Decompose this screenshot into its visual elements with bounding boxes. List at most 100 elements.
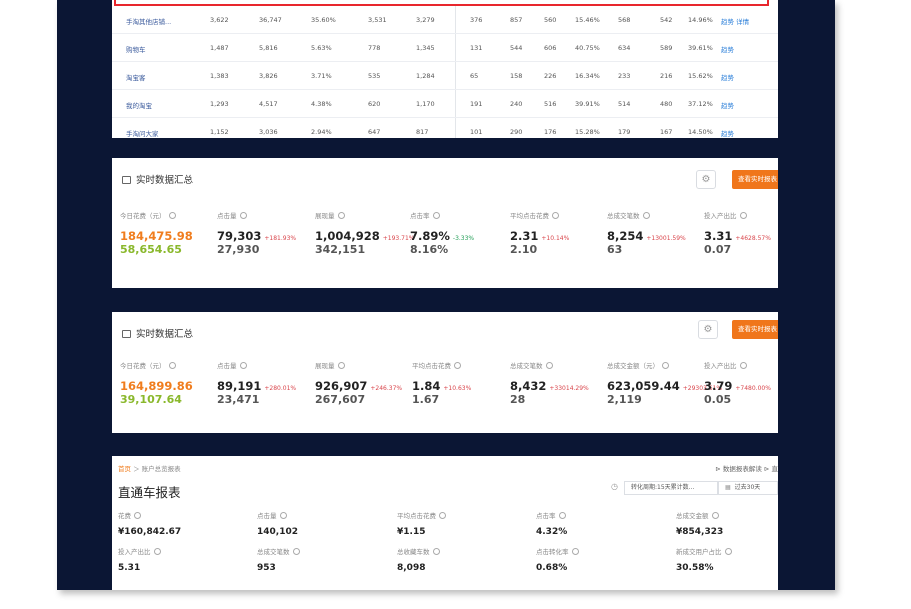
table-cell: 39.91% bbox=[575, 100, 600, 108]
info-icon[interactable] bbox=[239, 362, 247, 369]
info-icon[interactable] bbox=[292, 548, 300, 555]
info-icon[interactable] bbox=[739, 212, 747, 219]
info-icon[interactable] bbox=[558, 512, 566, 519]
source-name-link[interactable]: 购物车 bbox=[126, 46, 146, 54]
report-metric: 平均点击花费 ¥1.15 bbox=[397, 510, 527, 537]
traffic-source-table: 手淘其他店铺... 3,622 36,747 35.60% 3,531 3,279 376 8… bbox=[112, 0, 778, 138]
metric-previous-value: 28 bbox=[510, 393, 526, 406]
metric-change: +181.93% bbox=[264, 235, 297, 242]
settings-gear-icon[interactable]: ⚙ bbox=[698, 320, 718, 339]
info-icon[interactable] bbox=[439, 512, 446, 519]
report-metric-label: 点击率 bbox=[536, 510, 666, 520]
realtime-summary-card-1: 实时数据汇总 ⚙ 查看实时报表 今日花费（元） 184,475.98 58,654.… bbox=[112, 158, 778, 288]
metric-value: 2.31 +10.14% bbox=[510, 229, 570, 243]
info-icon[interactable] bbox=[337, 362, 345, 369]
metric-change: +13001.59% bbox=[646, 235, 686, 242]
info-icon[interactable] bbox=[571, 548, 579, 555]
metric-label: 今日花费（元） bbox=[120, 210, 176, 220]
table-cell: 1,152 bbox=[210, 128, 229, 136]
table-cell: 3,531 bbox=[368, 16, 387, 24]
metric-value: 1,004,928 +193.71% bbox=[315, 229, 415, 243]
metric-value: 8,254 +13001.59% bbox=[607, 229, 686, 243]
metric-previous-value: 0.05 bbox=[704, 393, 732, 406]
table-cell: 191 bbox=[470, 100, 483, 108]
info-icon[interactable] bbox=[711, 512, 719, 519]
report-metric-value: 953 bbox=[257, 563, 276, 573]
info-icon[interactable] bbox=[134, 512, 141, 519]
metric-label: 总成交笔数 bbox=[510, 360, 553, 370]
report-guide-links[interactable]: ⊳ 数据报表解读 ⊳ 直 bbox=[715, 465, 778, 473]
monitor-icon bbox=[122, 176, 131, 184]
table-cell: 40.75% bbox=[575, 44, 600, 52]
table-cell: 568 bbox=[618, 16, 631, 24]
metric-label: 展现量 bbox=[315, 210, 345, 220]
info-icon[interactable] bbox=[337, 212, 345, 219]
info-icon[interactable] bbox=[239, 212, 247, 219]
trend-link[interactable]: 趋势 bbox=[721, 130, 734, 138]
table-cell: 1,345 bbox=[416, 44, 435, 52]
date-range-select[interactable]: ▦ 过去30天 bbox=[718, 481, 778, 495]
table-cell: 14.96% bbox=[688, 16, 713, 24]
info-icon[interactable] bbox=[153, 548, 161, 555]
info-icon[interactable] bbox=[454, 362, 461, 369]
metric-value: 8,432 +33014.29% bbox=[510, 379, 589, 393]
source-name-link[interactable]: 淘宝客 bbox=[126, 74, 146, 82]
report-metric: 总成交金额 ¥854,323 bbox=[676, 510, 778, 537]
metric-label: 点击量 bbox=[217, 210, 247, 220]
trend-link[interactable]: 趋势 bbox=[721, 102, 734, 110]
metric-change: +280.01% bbox=[264, 385, 297, 392]
source-name-link[interactable]: 我的淘宝 bbox=[126, 102, 152, 110]
report-metric: 总成交笔数 953 bbox=[257, 546, 387, 573]
info-icon[interactable] bbox=[432, 212, 440, 219]
metric-value: 164,899.86 bbox=[120, 379, 193, 393]
table-cell: 131 bbox=[470, 44, 483, 52]
view-realtime-report-button[interactable]: 查看实时报表 bbox=[732, 320, 778, 339]
trend-link[interactable]: 趋势 详情 bbox=[721, 18, 750, 26]
info-icon[interactable] bbox=[279, 512, 287, 519]
metric-previous-value: 0.07 bbox=[704, 243, 732, 256]
report-metric-value: ¥854,323 bbox=[676, 527, 724, 537]
info-icon[interactable] bbox=[724, 548, 732, 555]
info-icon[interactable] bbox=[739, 362, 747, 369]
table-cell: 516 bbox=[544, 100, 557, 108]
report-metric-label: 点击转化率 bbox=[536, 546, 666, 556]
info-icon[interactable] bbox=[662, 362, 669, 369]
metric-value: 79,303 +181.93% bbox=[217, 229, 297, 243]
metric-label: 投入产出比 bbox=[704, 360, 747, 370]
table-cell: 5.63% bbox=[311, 44, 332, 52]
table-cell: 3.71% bbox=[311, 72, 332, 80]
realtime-summary-card-2: 实时数据汇总 ⚙ 查看实时报表 今日花费（元） 164,899.86 39,107.… bbox=[112, 312, 778, 433]
metric-label: 总成交笔数 bbox=[607, 210, 650, 220]
table-cell: 778 bbox=[368, 44, 381, 52]
metric-change: +33014.29% bbox=[549, 385, 589, 392]
info-icon[interactable] bbox=[432, 548, 440, 555]
info-icon[interactable] bbox=[168, 212, 176, 219]
info-icon[interactable] bbox=[168, 362, 176, 369]
metric-previous-value: 58,654.65 bbox=[120, 243, 182, 256]
source-name-link[interactable]: 手淘其他店铺... bbox=[126, 18, 172, 26]
metric-previous-value: 342,151 bbox=[315, 243, 366, 256]
info-icon[interactable] bbox=[552, 212, 559, 219]
metric-change: +7480.00% bbox=[735, 385, 771, 392]
metric-value: 184,475.98 bbox=[120, 229, 193, 243]
settings-gear-icon[interactable]: ⚙ bbox=[696, 170, 716, 189]
info-icon[interactable] bbox=[545, 362, 553, 369]
metric-value: 623,059.44 +29303.61% bbox=[607, 379, 723, 393]
metric-value: 7.89% -3.33% bbox=[410, 229, 475, 243]
conversion-period-select[interactable]: 转化周期:15天累计数... bbox=[624, 481, 718, 495]
metric-change: +10.63% bbox=[443, 385, 472, 392]
trend-link[interactable]: 趋势 bbox=[721, 46, 734, 54]
table-cell: 647 bbox=[368, 128, 381, 136]
table-cell: 15.62% bbox=[688, 72, 713, 80]
breadcrumb-home-link[interactable]: 首页 bbox=[118, 465, 131, 473]
table-cell: 620 bbox=[368, 100, 381, 108]
trend-link[interactable]: 趋势 bbox=[721, 74, 734, 82]
metric-value: 3.79 +7480.00% bbox=[704, 379, 771, 393]
info-icon[interactable] bbox=[642, 212, 650, 219]
table-cell: 3,826 bbox=[259, 72, 278, 80]
breadcrumb: 首页 ＞ 账户总览报表 bbox=[118, 465, 181, 473]
metric-change: +193.71% bbox=[382, 235, 415, 242]
view-realtime-report-button[interactable]: 查看实时报表 bbox=[732, 170, 778, 189]
source-name-link[interactable]: 手淘问大家 bbox=[126, 130, 159, 138]
monitor-icon bbox=[122, 330, 131, 338]
